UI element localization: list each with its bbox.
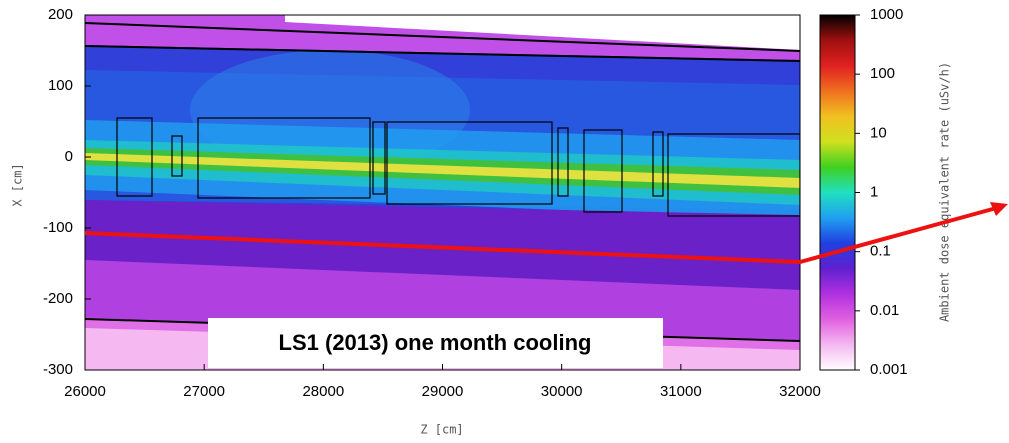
- x-tick-label: 26000: [64, 383, 106, 400]
- annotation: LS1 (2013) one month cooling: [279, 330, 592, 355]
- x-tick-label: 29000: [422, 383, 464, 400]
- y-tick-label: 100: [48, 77, 73, 94]
- x-tick-label: 28000: [302, 383, 344, 400]
- colorbar-tick-label: 1: [870, 183, 878, 200]
- colorbar: [819, 14, 856, 371]
- y-axis-label: X [cm]: [11, 163, 25, 206]
- colorbar-tick-label: 0.1: [870, 243, 891, 260]
- y-tick-label: 0: [65, 148, 73, 165]
- colorbar-tick-label: 1000: [870, 6, 903, 23]
- x-tick-label: 32000: [779, 383, 821, 400]
- annotation-arrow: [990, 202, 1008, 216]
- colorbar-tick-label: 100: [870, 65, 895, 82]
- y-tick-label: -300: [43, 361, 73, 378]
- y-tick-label: 200: [48, 6, 73, 23]
- x-tick-label: 30000: [541, 383, 583, 400]
- colorbar-tick-label: 10: [870, 124, 887, 141]
- x-axis-label: Z [cm]: [420, 423, 463, 437]
- annotation-box: [208, 318, 663, 368]
- colorbar-tick-label: 0.01: [870, 302, 899, 319]
- dose-map: [85, 15, 800, 370]
- y-tick-label: -200: [43, 290, 73, 307]
- y-tick-label: -100: [43, 219, 73, 236]
- x-tick-label: 27000: [183, 383, 225, 400]
- annotation-line: [84, 205, 1001, 265]
- x-tick-label: 31000: [660, 383, 702, 400]
- colorbar-label: Ambient dose equivalent rate (uSv/h): [938, 62, 952, 322]
- colorbar-tick-label: 0.001: [870, 361, 908, 378]
